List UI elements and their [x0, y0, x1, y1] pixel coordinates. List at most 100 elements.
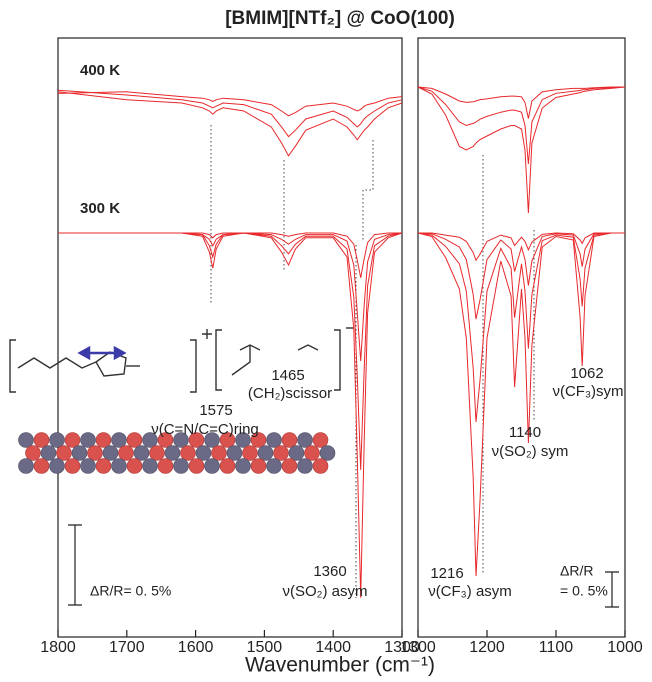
atom — [188, 458, 205, 474]
atom — [149, 445, 165, 461]
x-tick-label: 1500 — [247, 639, 283, 656]
scale-bar — [605, 571, 619, 608]
spectrum-trace — [418, 232, 625, 262]
atom — [80, 458, 96, 474]
atom — [226, 445, 243, 461]
atom — [173, 458, 189, 474]
atom — [211, 445, 227, 461]
atom — [180, 445, 196, 461]
x-tick-label: 1100 — [539, 639, 574, 656]
atom — [281, 432, 298, 448]
spectrum-trace — [58, 232, 403, 362]
x-tick-label: 1800 — [40, 639, 76, 656]
atom — [195, 445, 212, 461]
atom — [266, 432, 282, 448]
coo-surface — [18, 432, 336, 474]
x-tick-label: 1600 — [178, 639, 214, 656]
atom — [18, 458, 34, 474]
atom — [71, 445, 88, 461]
atom — [219, 432, 236, 448]
atom — [95, 432, 112, 448]
vibration-arrow — [77, 345, 127, 361]
right-panel-frame — [417, 37, 626, 638]
atom — [87, 445, 103, 461]
mode-label: ν(C=N/C=C)ring — [151, 421, 259, 438]
atom — [250, 458, 267, 474]
atom — [18, 432, 34, 448]
atom — [64, 432, 81, 448]
atom — [142, 432, 158, 448]
atom — [142, 458, 158, 474]
peak-label: 1575 — [199, 402, 232, 419]
x-axis-label: Wavenumber (cm⁻¹) — [245, 654, 435, 677]
temperature-label: 400 K — [80, 62, 120, 79]
atom — [250, 432, 267, 448]
molecule-sketch — [9, 327, 354, 393]
peak-label: 1360 — [313, 563, 346, 580]
atom — [118, 445, 134, 461]
atom — [204, 458, 220, 474]
atom — [204, 432, 220, 448]
atom — [40, 445, 57, 461]
x-tick-label: 1400 — [315, 639, 351, 656]
atom — [49, 458, 65, 474]
spectrum-trace — [417, 86, 626, 214]
atom — [164, 445, 181, 461]
atom — [102, 445, 119, 461]
atom — [133, 445, 150, 461]
atom — [219, 458, 236, 474]
atom — [242, 445, 258, 461]
atom — [281, 458, 298, 474]
scale-bar — [68, 524, 82, 606]
x-tick-label: 1000 — [607, 639, 643, 656]
atom — [319, 445, 336, 461]
atom — [297, 432, 313, 448]
x-tick-label: 1700 — [109, 639, 145, 656]
atom — [304, 445, 320, 461]
atom — [157, 432, 174, 448]
mode-label: ν(CF₃) asym — [428, 583, 512, 600]
spectrum-trace — [417, 86, 625, 119]
mode-label: ν(SO₂) sym — [492, 443, 569, 460]
atom — [95, 458, 112, 474]
atom — [80, 432, 96, 448]
atom — [312, 432, 329, 448]
spectrum-trace — [417, 232, 625, 423]
atom — [157, 458, 174, 474]
atom — [33, 432, 50, 448]
atom — [297, 458, 313, 474]
atom — [56, 445, 72, 461]
atom — [235, 458, 251, 474]
spectrum-trace — [58, 232, 403, 470]
x-tick-label: 1300 — [384, 639, 420, 656]
mode-label: ν(SO₂) asym — [283, 583, 368, 600]
peak-label: 1465 — [271, 367, 304, 384]
scale-bar-label: ΔR/R — [560, 563, 593, 579]
spectrum-trace — [57, 91, 403, 157]
x-tick-label: 1200 — [469, 639, 505, 656]
scale-bar-label: ΔR/R= 0. 5% — [90, 583, 171, 599]
peak-label: 1216 — [430, 565, 463, 582]
spectrum-trace — [57, 91, 403, 117]
scale-bar-label: = 0. 5% — [560, 583, 608, 599]
spectrum-trace — [57, 89, 403, 138]
atom — [235, 432, 251, 448]
atom — [111, 458, 127, 474]
peak-label: 1062 — [570, 365, 603, 382]
spectrum-trace — [417, 232, 625, 320]
temperature-label: 300 K — [80, 200, 120, 217]
left-panel-frame — [57, 37, 403, 638]
atom — [64, 458, 81, 474]
atom — [126, 458, 143, 474]
mode-label: (CH₂)scissor — [248, 385, 332, 402]
atom — [266, 458, 282, 474]
atom — [33, 458, 50, 474]
spectrum-trace — [58, 232, 403, 598]
atom — [257, 445, 274, 461]
atom — [25, 445, 41, 461]
atom — [312, 458, 329, 474]
figure-title: [BMIM][NTf₂] @ CoO(100) — [225, 8, 455, 29]
atom — [288, 445, 305, 461]
spectrum-trace — [417, 86, 626, 165]
